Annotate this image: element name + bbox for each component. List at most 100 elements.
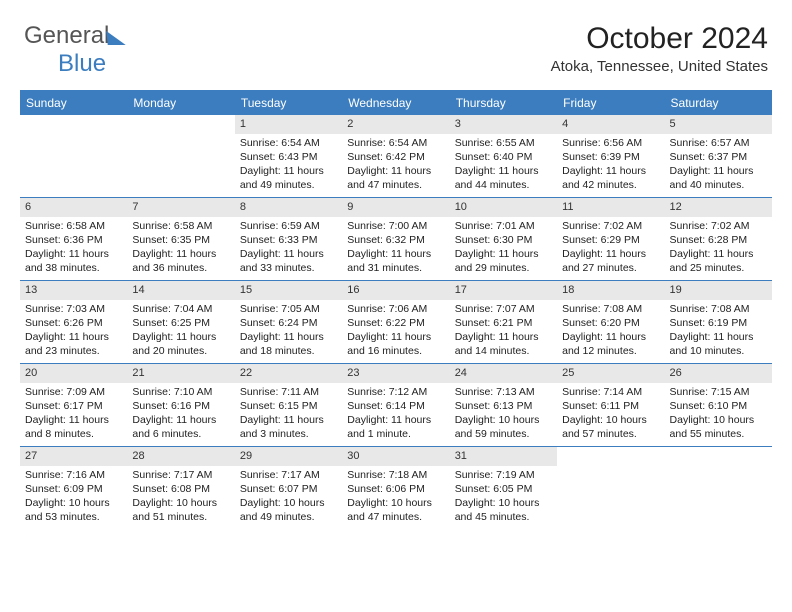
daylight-text: Daylight: 10 hours and 47 minutes. [347,496,445,524]
calendar-week: 6Sunrise: 6:58 AMSunset: 6:36 PMDaylight… [20,198,772,281]
sunset-text: Sunset: 6:07 PM [240,482,338,496]
day-number: 13 [20,281,127,300]
day-number: 3 [450,115,557,134]
calendar-cell: 20Sunrise: 7:09 AMSunset: 6:17 PMDayligh… [20,364,127,446]
sunrise-text: Sunrise: 7:03 AM [25,302,123,316]
sunset-text: Sunset: 6:24 PM [240,316,338,330]
calendar-cell: 4Sunrise: 6:56 AMSunset: 6:39 PMDaylight… [557,115,664,197]
brand-text: General Blue [24,22,127,78]
calendar-week: 27Sunrise: 7:16 AMSunset: 6:09 PMDayligh… [20,447,772,529]
calendar-cell: 17Sunrise: 7:07 AMSunset: 6:21 PMDayligh… [450,281,557,363]
sunset-text: Sunset: 6:10 PM [670,399,768,413]
daylight-text: Daylight: 11 hours and 33 minutes. [240,247,338,275]
daylight-text: Daylight: 11 hours and 38 minutes. [25,247,123,275]
weekday-header: Monday [127,92,234,115]
sunset-text: Sunset: 6:22 PM [347,316,445,330]
sunset-text: Sunset: 6:40 PM [455,150,553,164]
sunrise-text: Sunrise: 7:08 AM [670,302,768,316]
day-body: Sunrise: 6:54 AMSunset: 6:42 PMDaylight:… [342,134,449,197]
day-number: 25 [557,364,664,383]
sunset-text: Sunset: 6:29 PM [562,233,660,247]
day-body: Sunrise: 7:19 AMSunset: 6:05 PMDaylight:… [450,466,557,529]
brand-word1: General [24,22,109,49]
calendar-cell: 1Sunrise: 6:54 AMSunset: 6:43 PMDaylight… [235,115,342,197]
day-number: 21 [127,364,234,383]
day-number: 26 [665,364,772,383]
daylight-text: Daylight: 11 hours and 10 minutes. [670,330,768,358]
calendar: Sunday Monday Tuesday Wednesday Thursday… [20,90,772,529]
sunset-text: Sunset: 6:36 PM [25,233,123,247]
daylight-text: Daylight: 10 hours and 51 minutes. [132,496,230,524]
sunrise-text: Sunrise: 7:18 AM [347,468,445,482]
day-body: Sunrise: 7:02 AMSunset: 6:28 PMDaylight:… [665,217,772,280]
calendar-cell [665,447,772,529]
day-body: Sunrise: 7:14 AMSunset: 6:11 PMDaylight:… [557,383,664,446]
sunset-text: Sunset: 6:42 PM [347,150,445,164]
sunrise-text: Sunrise: 6:56 AM [562,136,660,150]
day-body: Sunrise: 7:00 AMSunset: 6:32 PMDaylight:… [342,217,449,280]
sunrise-text: Sunrise: 7:08 AM [562,302,660,316]
daylight-text: Daylight: 10 hours and 49 minutes. [240,496,338,524]
sunset-text: Sunset: 6:05 PM [455,482,553,496]
day-number: 16 [342,281,449,300]
sunrise-text: Sunrise: 6:58 AM [132,219,230,233]
daylight-text: Daylight: 10 hours and 53 minutes. [25,496,123,524]
day-body: Sunrise: 7:04 AMSunset: 6:25 PMDaylight:… [127,300,234,363]
brand-word2: Blue [58,50,106,77]
calendar-cell [557,447,664,529]
daylight-text: Daylight: 11 hours and 14 minutes. [455,330,553,358]
day-number: 8 [235,198,342,217]
day-body: Sunrise: 7:10 AMSunset: 6:16 PMDaylight:… [127,383,234,446]
daylight-text: Daylight: 11 hours and 1 minute. [347,413,445,441]
sunset-text: Sunset: 6:13 PM [455,399,553,413]
day-body: Sunrise: 7:05 AMSunset: 6:24 PMDaylight:… [235,300,342,363]
sunrise-text: Sunrise: 6:54 AM [347,136,445,150]
weekday-header: Saturday [665,92,772,115]
day-number: 27 [20,447,127,466]
title-block: October 2024 Atoka, Tennessee, United St… [551,22,768,75]
calendar-cell: 28Sunrise: 7:17 AMSunset: 6:08 PMDayligh… [127,447,234,529]
calendar-cell: 13Sunrise: 7:03 AMSunset: 6:26 PMDayligh… [20,281,127,363]
day-number: 4 [557,115,664,134]
sunset-text: Sunset: 6:33 PM [240,233,338,247]
sunrise-text: Sunrise: 6:58 AM [25,219,123,233]
calendar-cell: 23Sunrise: 7:12 AMSunset: 6:14 PMDayligh… [342,364,449,446]
day-body: Sunrise: 7:08 AMSunset: 6:19 PMDaylight:… [665,300,772,363]
sunrise-text: Sunrise: 7:02 AM [562,219,660,233]
calendar-cell: 7Sunrise: 6:58 AMSunset: 6:35 PMDaylight… [127,198,234,280]
day-body: Sunrise: 7:18 AMSunset: 6:06 PMDaylight:… [342,466,449,529]
day-body: Sunrise: 7:01 AMSunset: 6:30 PMDaylight:… [450,217,557,280]
daylight-text: Daylight: 11 hours and 42 minutes. [562,164,660,192]
calendar-cell: 26Sunrise: 7:15 AMSunset: 6:10 PMDayligh… [665,364,772,446]
sunset-text: Sunset: 6:08 PM [132,482,230,496]
daylight-text: Daylight: 11 hours and 3 minutes. [240,413,338,441]
sunrise-text: Sunrise: 7:17 AM [240,468,338,482]
weeks-container: 1Sunrise: 6:54 AMSunset: 6:43 PMDaylight… [20,115,772,529]
day-number: 10 [450,198,557,217]
daylight-text: Daylight: 11 hours and 25 minutes. [670,247,768,275]
sunset-text: Sunset: 6:09 PM [25,482,123,496]
day-number: 12 [665,198,772,217]
sunrise-text: Sunrise: 7:19 AM [455,468,553,482]
day-body: Sunrise: 7:09 AMSunset: 6:17 PMDaylight:… [20,383,127,446]
page-header: General Blue October 2024 Atoka, Tenness… [20,22,772,78]
calendar-cell: 3Sunrise: 6:55 AMSunset: 6:40 PMDaylight… [450,115,557,197]
day-number: 5 [665,115,772,134]
sunset-text: Sunset: 6:35 PM [132,233,230,247]
sunset-text: Sunset: 6:28 PM [670,233,768,247]
day-body: Sunrise: 6:58 AMSunset: 6:36 PMDaylight:… [20,217,127,280]
day-body: Sunrise: 7:07 AMSunset: 6:21 PMDaylight:… [450,300,557,363]
sunrise-text: Sunrise: 7:06 AM [347,302,445,316]
sunrise-text: Sunrise: 7:12 AM [347,385,445,399]
day-body: Sunrise: 6:56 AMSunset: 6:39 PMDaylight:… [557,134,664,197]
calendar-week: 20Sunrise: 7:09 AMSunset: 6:17 PMDayligh… [20,364,772,447]
day-body: Sunrise: 7:12 AMSunset: 6:14 PMDaylight:… [342,383,449,446]
calendar-cell: 2Sunrise: 6:54 AMSunset: 6:42 PMDaylight… [342,115,449,197]
calendar-cell: 29Sunrise: 7:17 AMSunset: 6:07 PMDayligh… [235,447,342,529]
calendar-cell: 12Sunrise: 7:02 AMSunset: 6:28 PMDayligh… [665,198,772,280]
sunset-text: Sunset: 6:21 PM [455,316,553,330]
day-number: 17 [450,281,557,300]
brand-logo: General Blue [24,22,127,78]
sunset-text: Sunset: 6:11 PM [562,399,660,413]
weekday-header: Thursday [450,92,557,115]
